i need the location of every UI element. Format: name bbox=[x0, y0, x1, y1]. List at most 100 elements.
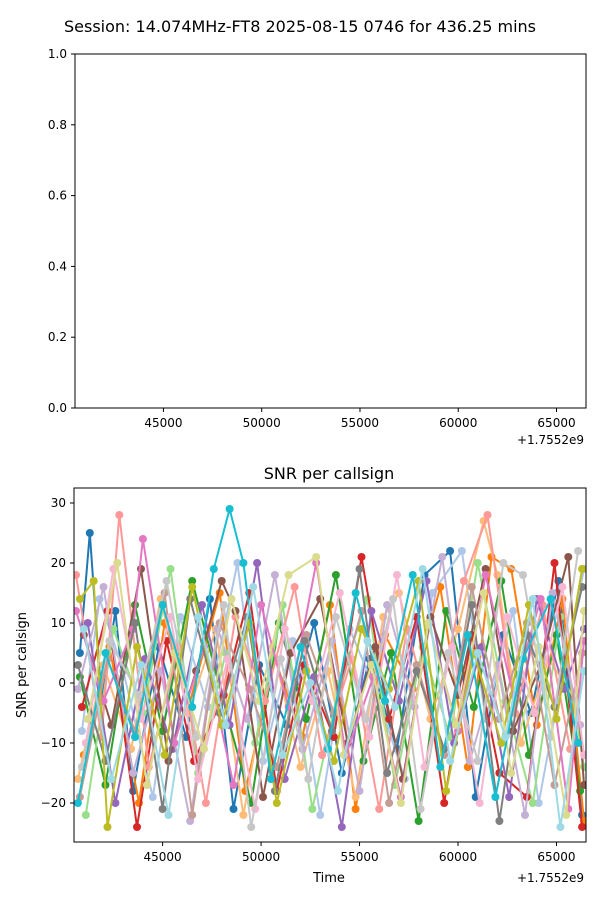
data-point bbox=[357, 625, 366, 633]
data-point bbox=[158, 601, 167, 609]
data-point bbox=[367, 607, 376, 615]
data-point bbox=[74, 775, 82, 783]
y-tick-label: 30 bbox=[51, 496, 66, 510]
y-tick-label: 0 bbox=[58, 676, 66, 690]
data-point bbox=[164, 811, 173, 819]
axes-snr-ticks: 45000 50000 55000 60000 65000 −20 −10 0 10 20 30 bbox=[41, 496, 576, 864]
data-point bbox=[365, 733, 374, 741]
axes-snr-frame bbox=[73, 487, 587, 843]
y-tick-label: 20 bbox=[51, 556, 66, 570]
data-point bbox=[135, 691, 143, 699]
data-point bbox=[481, 571, 490, 579]
axes-snr-x-label: Time bbox=[312, 871, 345, 886]
data-point bbox=[574, 739, 583, 747]
data-point bbox=[137, 565, 145, 573]
data-point bbox=[574, 547, 583, 555]
data-point bbox=[194, 613, 203, 621]
data-point bbox=[396, 799, 405, 807]
data-point bbox=[483, 511, 492, 519]
data-point bbox=[74, 571, 80, 579]
data-point bbox=[473, 649, 482, 657]
data-point bbox=[351, 589, 360, 597]
data-point bbox=[83, 715, 92, 723]
data-point bbox=[113, 559, 122, 567]
data-point bbox=[209, 565, 218, 573]
data-point bbox=[550, 559, 559, 567]
data-point bbox=[467, 583, 476, 591]
data-point bbox=[101, 649, 110, 657]
data-point bbox=[188, 703, 197, 711]
x-tick-label: 55000 bbox=[341, 416, 379, 430]
axes-snr: SNR per callsign 45000 50000 55000 60000 650… bbox=[15, 464, 587, 886]
data-point bbox=[300, 637, 309, 645]
data-point bbox=[74, 799, 82, 807]
data-point bbox=[580, 607, 586, 615]
x-tick-label: 50000 bbox=[242, 850, 280, 864]
data-point bbox=[436, 763, 445, 771]
data-point bbox=[412, 661, 421, 669]
data-point bbox=[188, 583, 197, 591]
data-point bbox=[81, 811, 90, 819]
data-point bbox=[257, 601, 266, 609]
y-tick-label: 0.6 bbox=[48, 189, 67, 203]
data-point bbox=[225, 505, 234, 513]
data-point bbox=[158, 805, 167, 813]
data-point bbox=[219, 601, 228, 609]
data-point bbox=[74, 607, 80, 615]
data-point bbox=[308, 805, 317, 813]
data-point bbox=[217, 577, 226, 585]
data-point bbox=[351, 805, 360, 813]
data-point bbox=[463, 631, 472, 639]
data-point bbox=[75, 649, 84, 657]
data-point bbox=[247, 823, 256, 831]
data-point bbox=[387, 649, 395, 657]
data-point bbox=[530, 709, 539, 717]
data-point bbox=[479, 589, 488, 597]
data-point bbox=[418, 565, 427, 573]
x-tick-label: 50000 bbox=[243, 416, 281, 430]
data-point bbox=[137, 661, 145, 669]
data-point bbox=[111, 799, 120, 807]
data-point bbox=[239, 811, 248, 819]
data-point bbox=[302, 715, 311, 723]
data-point bbox=[249, 583, 258, 591]
data-point bbox=[79, 625, 88, 633]
data-point bbox=[448, 643, 457, 651]
data-point bbox=[304, 775, 313, 783]
data-point bbox=[580, 667, 586, 675]
x-tick-label: 60000 bbox=[439, 850, 477, 864]
data-point bbox=[578, 565, 586, 573]
data-point bbox=[229, 805, 238, 813]
data-point bbox=[371, 643, 380, 651]
data-point bbox=[467, 601, 476, 609]
data-point bbox=[200, 745, 208, 753]
data-point bbox=[138, 535, 147, 543]
data-point bbox=[133, 823, 141, 831]
data-point bbox=[381, 697, 390, 705]
axes-snr-y-label: SNR per callsign bbox=[15, 612, 30, 718]
data-point bbox=[111, 607, 120, 615]
y-tick-label: 10 bbox=[51, 616, 66, 630]
data-point bbox=[578, 823, 586, 831]
data-point bbox=[329, 733, 338, 741]
data-point bbox=[528, 595, 537, 603]
data-point bbox=[436, 583, 445, 591]
data-point bbox=[534, 799, 543, 807]
data-point bbox=[131, 733, 139, 741]
data-point bbox=[276, 655, 285, 663]
data-point bbox=[473, 559, 482, 567]
data-point bbox=[221, 721, 230, 729]
data-point bbox=[562, 811, 571, 819]
data-point bbox=[99, 583, 108, 591]
data-point bbox=[519, 571, 527, 579]
data-point bbox=[499, 559, 508, 567]
data-point bbox=[85, 529, 94, 537]
x-tick-label: 60000 bbox=[439, 416, 477, 430]
x-tick-label: 55000 bbox=[340, 850, 378, 864]
data-point bbox=[440, 799, 449, 807]
data-point bbox=[198, 601, 206, 609]
data-point bbox=[357, 553, 366, 561]
data-point bbox=[335, 589, 344, 597]
data-point bbox=[74, 661, 82, 669]
data-point bbox=[438, 553, 447, 561]
